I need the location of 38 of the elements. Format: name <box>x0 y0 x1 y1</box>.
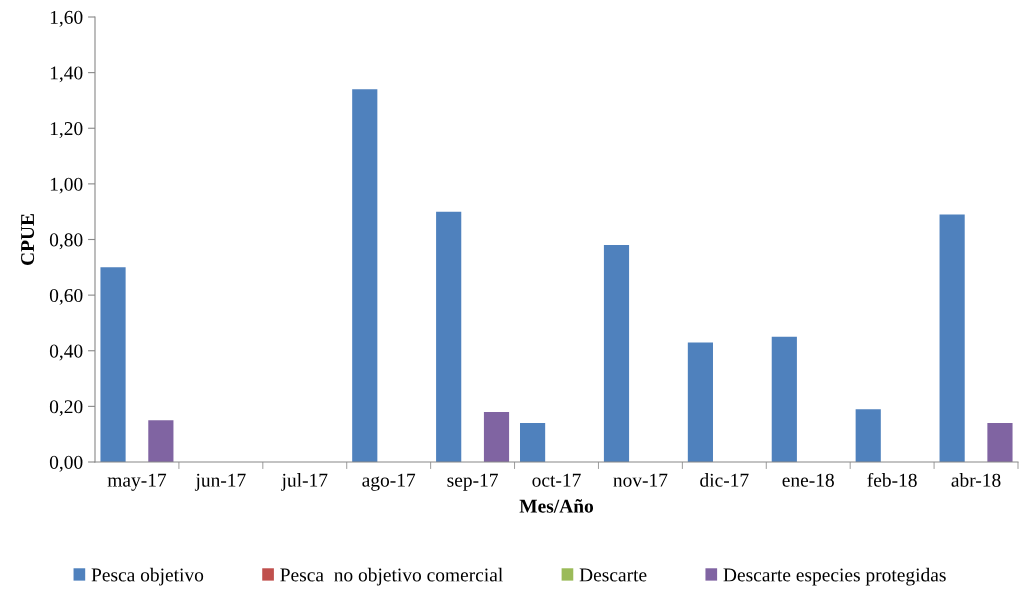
x-tick-label: may-17 <box>107 473 167 491</box>
x-axis-title: Mes/Año <box>519 499 594 513</box>
bar <box>520 423 546 462</box>
bar <box>100 267 126 462</box>
x-tick-label: oct-17 <box>532 473 581 487</box>
bar <box>771 336 797 462</box>
bar <box>855 409 881 462</box>
y-tick-label: 0,20 <box>49 400 83 417</box>
x-tick-label: ago-17 <box>362 473 416 491</box>
bar <box>352 89 378 462</box>
legend-label: Pesca objetivo <box>91 567 204 586</box>
bar <box>483 411 510 462</box>
x-tick-label: jul-17 <box>280 473 328 491</box>
legend-label: Descarte especies protegidas <box>723 567 946 586</box>
x-tick-label: dic-17 <box>700 473 749 487</box>
x-tick-label: feb-18 <box>867 472 917 487</box>
bar <box>436 211 462 462</box>
y-tick-label: 1,60 <box>50 10 83 27</box>
y-tick-label: 1,00 <box>50 177 83 194</box>
x-tick-label: nov-17 <box>613 473 668 487</box>
bar <box>987 423 1013 462</box>
bar <box>148 420 174 462</box>
legend-label: Pesca no objetivo comercial <box>280 567 503 586</box>
legend-label: Descarte <box>579 568 647 582</box>
y-tick-label: 0,40 <box>49 344 83 361</box>
x-tick-label: abr-18 <box>951 473 1001 487</box>
x-tick-label: jun-17 <box>194 473 246 491</box>
y-axis-title: CPUE <box>21 214 35 266</box>
bar <box>939 214 965 462</box>
y-tick-label: 1,20 <box>50 122 83 138</box>
x-tick-label: sep-17 <box>447 473 498 491</box>
y-tick-label: 0,80 <box>49 233 83 250</box>
bar <box>603 245 630 462</box>
x-tick-label: ene-18 <box>782 473 834 487</box>
y-tick-label: 0,60 <box>49 288 83 305</box>
bar <box>687 342 713 462</box>
y-tick-label: 1,40 <box>50 66 83 83</box>
y-tick-label: 0,00 <box>49 455 83 472</box>
